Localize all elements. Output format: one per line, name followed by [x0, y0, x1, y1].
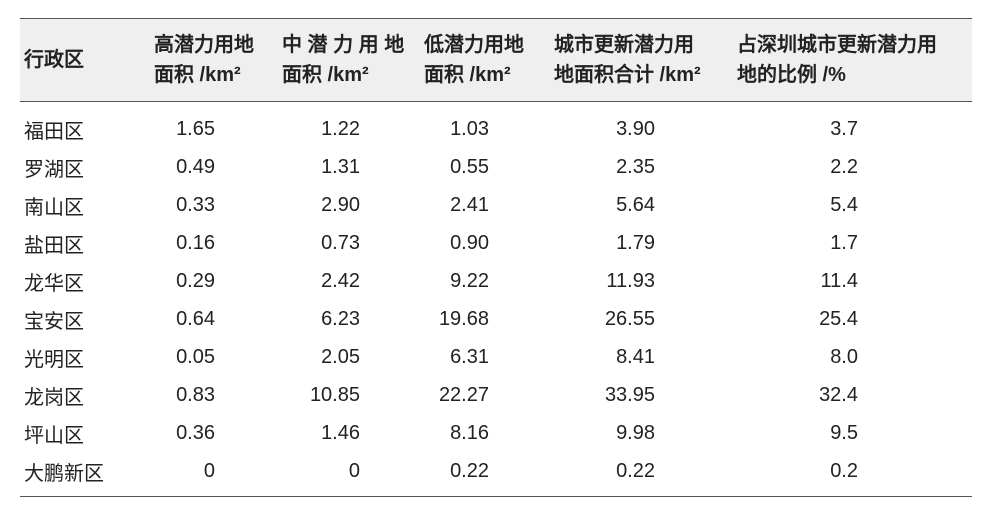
value-cell: 6.31: [450, 345, 489, 368]
value-cell: 1.03: [450, 117, 489, 140]
value-cell: 8.16: [450, 421, 489, 444]
district-cell: 福田区: [24, 120, 84, 143]
value-cell: 0: [203, 459, 215, 482]
header-text: 地面积合计 /km²: [554, 64, 701, 86]
header-cell: 行政区: [20, 19, 150, 102]
header-text: 高潜力用地: [154, 34, 254, 56]
data-table: 行政区 高潜力用地 面积 /km² 中 潜 力 用 地面积 /km² 低潜力用地 面积 /…: [20, 18, 972, 497]
district-cell: 盐田区: [24, 234, 84, 257]
table-row: 坪山区 0.36 1.46 8.16 9.98 9.5: [20, 414, 972, 452]
value-cell: 1.7: [830, 231, 858, 254]
value-cell: 9.5: [830, 421, 858, 444]
value-cell: 0.73: [321, 231, 360, 254]
value-cell: 0.29: [176, 269, 215, 292]
value-cell: 8.0: [830, 345, 858, 368]
header-text: 中 潜 力 用 地: [282, 34, 405, 56]
table-row: 盐田区 0.16 0.73 0.90 1.79 1.7: [20, 224, 972, 262]
value-cell: 0.2: [830, 459, 858, 482]
value-cell: 3.90: [616, 117, 655, 140]
header-text: 面积 /km²: [282, 64, 369, 86]
value-cell: 0.90: [450, 231, 489, 254]
value-cell: 25.4: [819, 307, 858, 330]
table-row: 南山区 0.33 2.90 2.41 5.64 5.4: [20, 186, 972, 224]
value-cell: 0.49: [176, 155, 215, 178]
value-cell: 0.05: [176, 345, 215, 368]
value-cell: 9.22: [450, 269, 489, 292]
value-cell: 0.64: [176, 307, 215, 330]
value-cell: 10.85: [309, 383, 360, 406]
district-cell: 宝安区: [24, 310, 84, 333]
header-text: 占深圳城市更新潜力用: [737, 34, 937, 56]
header-cell: 中 潜 力 用 地面积 /km²: [278, 19, 420, 102]
header-row: 行政区 高潜力用地 面积 /km² 中 潜 力 用 地面积 /km² 低潜力用地 面积 /…: [20, 18, 972, 102]
header-text: 面积 /km²: [154, 64, 241, 86]
table-row: 龙岗区 0.83 10.85 22.27 33.95 32.4: [20, 376, 972, 414]
header-cell: 占深圳城市更新潜力用 地的比例 /%: [733, 19, 972, 102]
value-cell: 2.41: [450, 193, 489, 216]
table-row: 罗湖区 0.49 1.31 0.55 2.35 2.2: [20, 148, 972, 186]
value-cell: 11.4: [820, 269, 858, 292]
district-cell: 龙岗区: [24, 386, 84, 409]
value-cell: 1.31: [321, 155, 360, 178]
value-cell: 1.65: [176, 117, 215, 140]
header-cell: 低潜力用地面积 /km²: [420, 19, 550, 102]
value-cell: 19.68: [438, 307, 489, 330]
header-text: 城市更新潜力用: [554, 34, 694, 56]
value-cell: 0: [348, 459, 360, 482]
value-cell: 8.41: [616, 345, 655, 368]
value-cell: 2.42: [321, 269, 360, 292]
district-cell: 坪山区: [24, 424, 84, 447]
value-cell: 2.90: [321, 193, 360, 216]
district-cell: 罗湖区: [24, 158, 84, 181]
header-text: 面积 /km²: [424, 64, 511, 86]
value-cell: 0.55: [450, 155, 489, 178]
value-cell: 32.4: [819, 383, 858, 406]
district-cell: 龙华区: [24, 272, 84, 295]
value-cell: 0.22: [616, 459, 655, 482]
value-cell: 9.98: [616, 421, 655, 444]
table-row: 福田区 1.65 1.22 1.03 3.90 3.7: [20, 102, 972, 149]
value-cell: 2.05: [321, 345, 360, 368]
value-cell: 1.22: [321, 117, 360, 140]
value-cell: 11.93: [606, 269, 655, 292]
value-cell: 26.55: [604, 307, 655, 330]
value-cell: 33.95: [604, 383, 655, 406]
value-cell: 0.22: [450, 459, 489, 482]
header-cell: 高潜力用地面积 /km²: [150, 19, 278, 102]
table-row: 宝安区 0.64 6.23 19.68 26.55 25.4: [20, 300, 972, 338]
value-cell: 5.4: [830, 193, 858, 216]
table-row: 大鹏新区 0 0 0.22 0.22 0.2: [20, 452, 972, 497]
table-body: 福田区 1.65 1.22 1.03 3.90 3.7 罗湖区 0.49 1.31 0.55 2.3…: [20, 102, 972, 497]
district-cell: 光明区: [24, 348, 84, 371]
value-cell: 2.35: [616, 155, 655, 178]
value-cell: 22.27: [438, 383, 489, 406]
table-header: 行政区 高潜力用地 面积 /km² 中 潜 力 用 地面积 /km² 低潜力用地 面积 /…: [20, 18, 972, 102]
value-cell: 0.33: [176, 193, 215, 216]
value-cell: 5.64: [616, 193, 655, 216]
value-cell: 0.36: [176, 421, 215, 444]
header-cell: 城市更新潜力用 地面积合计 /km²: [550, 19, 733, 102]
value-cell: 1.79: [616, 231, 655, 254]
value-cell: 2.2: [830, 155, 858, 178]
table-row: 龙华区 0.29 2.42 9.22 11.93 11.4: [20, 262, 972, 300]
value-cell: 1.46: [321, 421, 360, 444]
district-cell: 大鹏新区: [24, 462, 104, 485]
value-cell: 0.16: [176, 231, 215, 254]
header-text: 地的比例 /%: [737, 64, 846, 86]
table-row: 光明区 0.05 2.05 6.31 8.41 8.0: [20, 338, 972, 376]
value-cell: 0.83: [176, 383, 215, 406]
value-cell: 6.23: [321, 307, 360, 330]
district-cell: 南山区: [24, 196, 84, 219]
header-text: 行政区: [24, 49, 84, 71]
value-cell: 3.7: [830, 117, 858, 140]
header-text: 低潜力用地: [424, 34, 524, 56]
